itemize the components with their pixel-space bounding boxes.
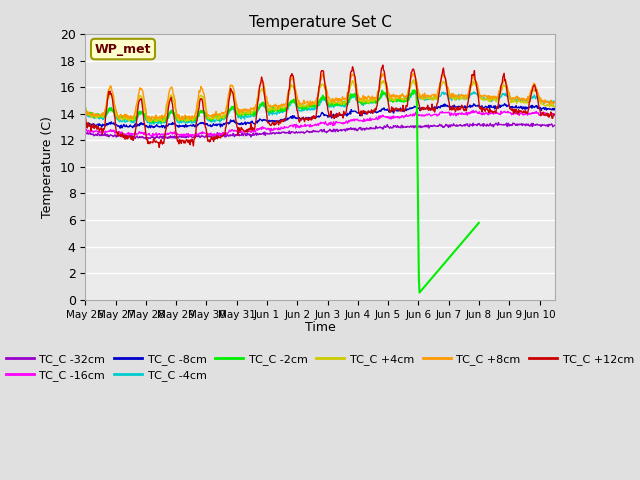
Legend: TC_C -32cm, TC_C -16cm, TC_C -8cm, TC_C -4cm, TC_C -2cm, TC_C +4cm, TC_C +8cm, T: TC_C -32cm, TC_C -16cm, TC_C -8cm, TC_C … bbox=[2, 349, 638, 385]
Title: Temperature Set C: Temperature Set C bbox=[248, 15, 392, 30]
Text: WP_met: WP_met bbox=[95, 43, 151, 56]
X-axis label: Time: Time bbox=[305, 321, 335, 334]
Y-axis label: Temperature (C): Temperature (C) bbox=[41, 116, 54, 218]
